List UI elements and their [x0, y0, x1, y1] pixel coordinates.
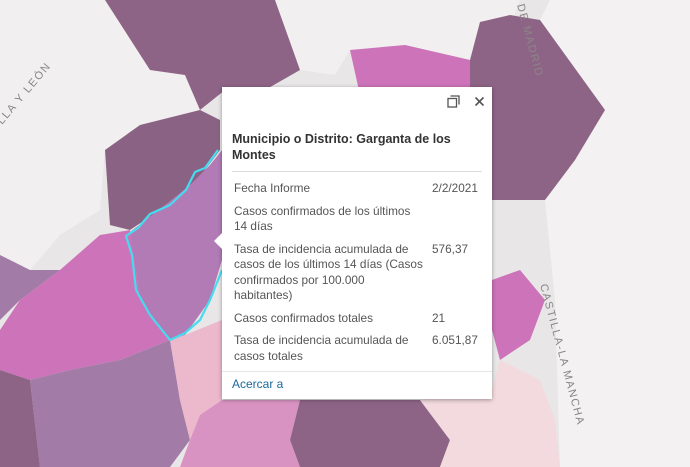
- selected-boundary: [124, 149, 224, 342]
- region-magenta-east[interactable]: [492, 270, 545, 360]
- attribute-value: 2/2/2021: [432, 181, 478, 195]
- maximize-icon[interactable]: [446, 95, 460, 109]
- info-popup: Municipio o Distrito: Garganta de los Mo…: [214, 87, 492, 399]
- region-purple-south[interactable]: [30, 340, 190, 467]
- attribute-value: 6.051,87: [432, 333, 478, 347]
- attribute-label: Casos confirmados totales: [234, 310, 374, 325]
- attribute-value: 21: [432, 310, 446, 325]
- zoom-to-link[interactable]: Acercar a: [232, 377, 284, 391]
- popup-pointer: [214, 232, 223, 250]
- region-dark-northeast[interactable]: [470, 15, 605, 200]
- attribute-row: Casos confirmados de los últimos 14 días: [232, 201, 484, 239]
- close-icon[interactable]: [472, 95, 486, 109]
- attribute-row: Tasa de incidencia acumulada de casos de…: [232, 239, 484, 308]
- region-pale-north[interactable]: [270, 0, 520, 75]
- attribute-value: [430, 201, 484, 239]
- region-dark-center[interactable]: [105, 110, 220, 230]
- region-palepink-southeast[interactable]: [420, 360, 560, 467]
- region-lightpink-south[interactable]: [170, 320, 222, 440]
- region-pale-west[interactable]: [0, 0, 200, 270]
- region-darkpurple-south[interactable]: [290, 400, 450, 467]
- attribute-label: Tasa de incidencia acumulada de casos to…: [234, 333, 409, 363]
- popup-title: Municipio o Distrito: Garganta de los Mo…: [232, 132, 451, 162]
- region-magenta-west[interactable]: [0, 230, 170, 380]
- region-dark-southwest[interactable]: [0, 370, 40, 467]
- attribute-row: Casos confirmados totales 21: [232, 308, 484, 331]
- region-violet-selected[interactable]: [130, 150, 222, 340]
- attribute-table: Fecha Informe 2/2/2021 Casos confirmados…: [232, 178, 484, 368]
- region-pale-east[interactable]: [540, 0, 690, 467]
- attribute-row: Tasa de incidencia acumulada de casos to…: [232, 330, 484, 368]
- popup-footer: Acercar a: [222, 371, 492, 399]
- region-dark-north[interactable]: [105, 0, 300, 110]
- region-pink-south[interactable]: [180, 400, 300, 467]
- attribute-row: Fecha Informe 2/2/2021: [232, 178, 484, 201]
- attribute-value: 576,37: [432, 241, 469, 256]
- title-divider: [232, 171, 482, 172]
- popup-header: [222, 87, 492, 117]
- attribute-label: Tasa de incidencia acumulada de casos de…: [234, 241, 423, 303]
- attribute-label: Fecha Informe: [234, 181, 311, 195]
- region-mid-west[interactable]: [0, 255, 60, 320]
- attribute-label: Casos confirmados de los últimos 14 días: [234, 203, 411, 234]
